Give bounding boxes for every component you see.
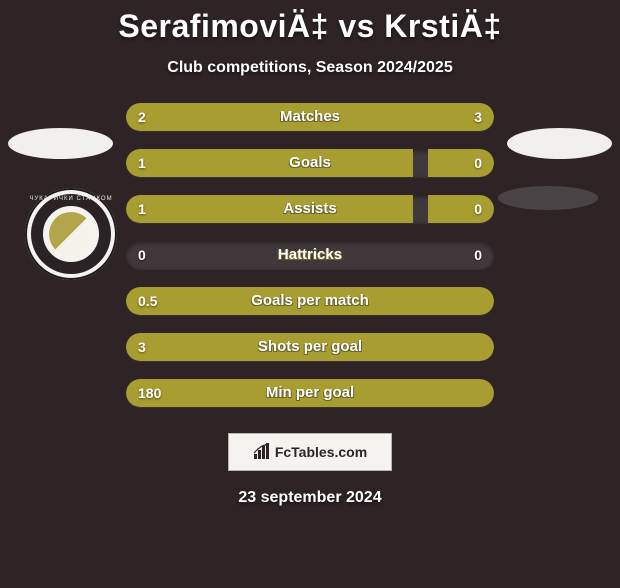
stats-bar-chart: 23Matches 10Goals 10Assists 0 0Hattricks 0.5G… bbox=[126, 103, 494, 407]
player-right-avatar-placeholder bbox=[507, 128, 612, 159]
branding-box: FcTables.com bbox=[228, 433, 392, 471]
page-title: SerafimoviÄ‡ vs KrstiÄ‡ bbox=[0, 8, 620, 45]
stat-row: 23Matches bbox=[126, 103, 494, 131]
stat-bar-left bbox=[126, 379, 494, 407]
crest-ring-text: ЧУКАРИЧКИ СТАНКОМ bbox=[25, 196, 117, 202]
footer-date: 23 september 2024 bbox=[0, 489, 620, 507]
stat-label: Hattricks bbox=[126, 241, 494, 269]
stat-bar-left bbox=[126, 287, 494, 315]
stat-row: 180Min per goal bbox=[126, 379, 494, 407]
branding-text: FcTables.com bbox=[275, 444, 367, 460]
stat-bar-right bbox=[428, 195, 494, 223]
stat-row: 10Goals bbox=[126, 149, 494, 177]
stat-bar-left bbox=[126, 333, 494, 361]
stat-row: 10Assists bbox=[126, 195, 494, 223]
stat-row: 3Shots per goal bbox=[126, 333, 494, 361]
page-subtitle: Club competitions, Season 2024/2025 bbox=[0, 59, 620, 77]
stat-bar-left bbox=[126, 149, 413, 177]
stat-value-left: 0 bbox=[138, 241, 146, 269]
stat-row: 0.5Goals per match bbox=[126, 287, 494, 315]
crest-shield bbox=[49, 212, 93, 256]
stat-bar-right bbox=[273, 103, 494, 131]
stat-bar-right bbox=[428, 149, 494, 177]
stat-value-right: 0 bbox=[474, 241, 482, 269]
player-right-shadow bbox=[498, 186, 598, 210]
stat-row: 0 0Hattricks bbox=[126, 241, 494, 269]
club-crest-left: ЧУКАРИЧКИ СТАНКОМ bbox=[25, 188, 117, 280]
stat-bar-left bbox=[126, 195, 413, 223]
player-left-avatar-placeholder bbox=[8, 128, 113, 159]
bar-chart-icon bbox=[253, 443, 271, 461]
stat-bar-left bbox=[126, 103, 273, 131]
